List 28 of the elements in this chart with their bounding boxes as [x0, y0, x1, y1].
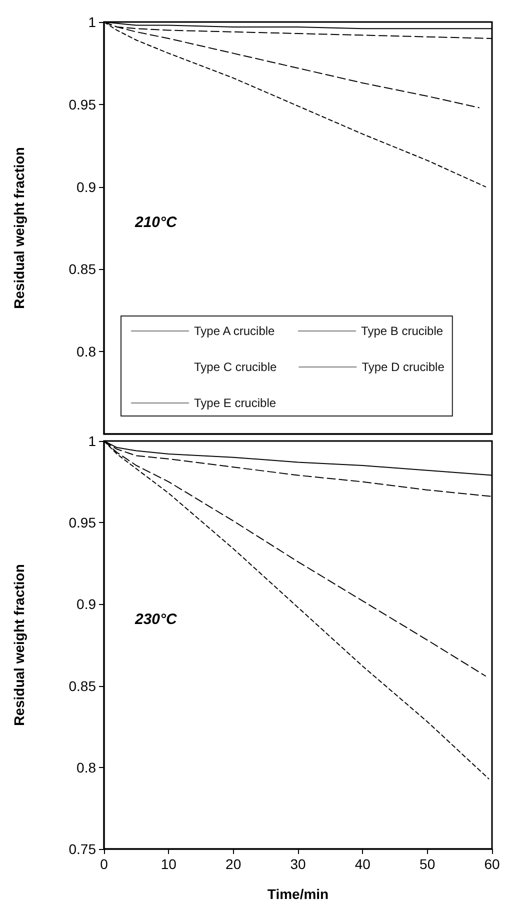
legend-label: Type A crucible: [194, 324, 276, 338]
y-tick-label: 0.9: [76, 596, 96, 612]
y-tick-label: 0.85: [68, 678, 96, 694]
x-axis-title: Time/min: [267, 886, 329, 902]
y-tick-label: 0.85: [68, 261, 96, 278]
annotation: 230°C: [134, 611, 178, 628]
x-tick-label: 60: [484, 856, 500, 872]
y-tick-label: 1: [88, 433, 96, 449]
y-axis-title: Residual weight fraction: [11, 564, 27, 726]
y-tick-label: 0.8: [76, 344, 96, 360]
legend-label: Type D crucible: [362, 360, 445, 374]
y-tick-label: 0.8: [76, 759, 96, 776]
y-tick-label: 0.9: [76, 178, 96, 195]
x-tick-label: 10: [160, 856, 177, 872]
annotation: 210°C: [134, 214, 178, 231]
y-tick-label: 0.95: [68, 514, 96, 531]
x-tick-label: 30: [290, 856, 306, 872]
text: Type C crucible: [194, 360, 278, 374]
x-tick-label: 40: [354, 856, 371, 872]
x-tick-label: 20: [226, 856, 242, 872]
y-axis-title: Residual weight fraction: [11, 147, 27, 309]
y-tick-label: 0.95: [68, 96, 96, 112]
x-tick-label: 50: [420, 856, 436, 872]
legend-label: Type E crucible: [194, 396, 276, 410]
x-tick-label: 0: [100, 856, 108, 872]
y-tick-label: 1: [88, 14, 96, 30]
y-tick-label: 0.75: [68, 841, 96, 857]
legend-label: Type B crucible: [361, 324, 444, 338]
